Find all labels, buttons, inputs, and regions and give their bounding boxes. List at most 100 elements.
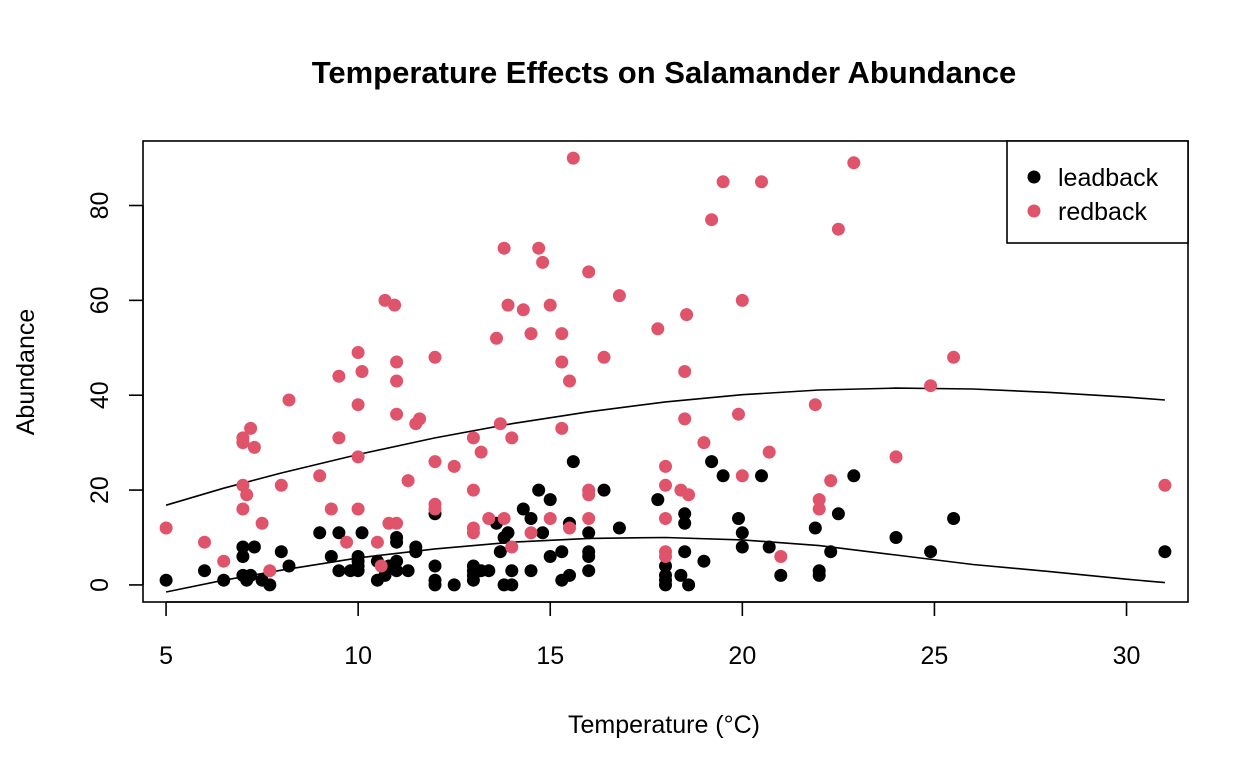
point-redback bbox=[524, 526, 538, 540]
point-leadback bbox=[947, 512, 961, 525]
point-leadback bbox=[582, 526, 596, 540]
point-redback bbox=[466, 483, 480, 497]
point-leadback bbox=[543, 550, 557, 563]
point-leadback bbox=[505, 564, 519, 578]
point-redback bbox=[659, 512, 672, 525]
point-leadback bbox=[555, 545, 569, 559]
fit-curve-redback bbox=[165, 387, 1165, 506]
point-redback bbox=[597, 350, 611, 364]
x-axis-label: Temperature (°C) bbox=[568, 711, 760, 739]
point-redback bbox=[244, 421, 258, 435]
point-leadback bbox=[735, 526, 749, 540]
point-leadback bbox=[390, 564, 404, 578]
x-tick-label: 25 bbox=[921, 642, 949, 670]
point-redback bbox=[247, 440, 261, 454]
point-redback bbox=[678, 365, 692, 378]
point-redback bbox=[282, 393, 296, 407]
point-leadback bbox=[847, 469, 861, 483]
point-redback bbox=[651, 322, 665, 336]
point-leadback bbox=[659, 568, 672, 582]
point-redback bbox=[735, 469, 749, 483]
point-leadback bbox=[390, 554, 404, 568]
fit-curve-leadback bbox=[165, 536, 1165, 593]
point-redback bbox=[516, 303, 530, 317]
point-redback bbox=[374, 559, 388, 573]
point-leadback bbox=[532, 483, 546, 497]
point-redback bbox=[428, 455, 442, 469]
point-redback bbox=[501, 298, 515, 312]
y-tick-label: 0 bbox=[86, 578, 114, 592]
point-redback bbox=[351, 502, 365, 516]
point-redback bbox=[762, 445, 776, 459]
point-redback bbox=[612, 289, 626, 303]
point-redback bbox=[413, 412, 427, 426]
point-redback bbox=[774, 550, 788, 563]
point-redback bbox=[351, 346, 365, 359]
point-leadback bbox=[678, 507, 692, 521]
point-leadback bbox=[543, 493, 557, 507]
point-leadback bbox=[482, 564, 496, 578]
point-leadback bbox=[612, 521, 626, 535]
point-leadback bbox=[247, 540, 261, 554]
point-redback bbox=[159, 521, 173, 535]
point-redback bbox=[482, 512, 496, 525]
point-leadback bbox=[236, 550, 250, 563]
point-leadback bbox=[516, 502, 530, 516]
point-redback bbox=[808, 398, 822, 412]
y-axis: 0 20 40 60 80 bbox=[86, 192, 144, 592]
point-redback bbox=[236, 431, 250, 445]
point-redback bbox=[555, 355, 569, 369]
point-leadback bbox=[674, 568, 688, 582]
point-leadback bbox=[597, 483, 611, 497]
point-leadback bbox=[808, 521, 822, 535]
point-leadback bbox=[428, 573, 442, 587]
point-redback bbox=[240, 488, 254, 502]
point-leadback bbox=[755, 469, 768, 483]
point-leadback bbox=[505, 578, 519, 592]
point-redback bbox=[355, 365, 369, 378]
x-tick-label: 30 bbox=[1113, 642, 1141, 670]
point-leadback bbox=[762, 540, 776, 554]
y-tick-label: 80 bbox=[86, 192, 114, 220]
point-redback bbox=[947, 350, 961, 364]
point-redback bbox=[555, 327, 569, 341]
point-redback bbox=[924, 379, 938, 393]
point-redback bbox=[428, 350, 442, 364]
legend-box bbox=[1006, 140, 1189, 244]
point-leadback bbox=[332, 564, 346, 578]
point-leadback bbox=[524, 512, 538, 525]
y-tick-label: 20 bbox=[86, 476, 114, 504]
point-redback bbox=[566, 151, 580, 165]
point-redback bbox=[555, 421, 569, 435]
point-redback bbox=[659, 545, 672, 559]
point-redback bbox=[370, 535, 384, 549]
point-leadback bbox=[351, 550, 365, 563]
y-tick-label: 40 bbox=[86, 381, 114, 409]
point-redback bbox=[582, 483, 596, 497]
point-redback bbox=[716, 175, 730, 189]
point-redback bbox=[378, 293, 392, 307]
point-redback bbox=[697, 436, 711, 450]
point-leadback bbox=[390, 531, 404, 544]
point-redback bbox=[493, 417, 507, 431]
point-leadback bbox=[244, 568, 258, 582]
point-leadback bbox=[501, 526, 515, 540]
point-leadback bbox=[924, 545, 938, 559]
point-redback bbox=[732, 407, 745, 421]
point-redback bbox=[563, 521, 576, 535]
point-redback bbox=[755, 175, 768, 189]
point-redback bbox=[705, 213, 719, 227]
point-leadback bbox=[659, 559, 672, 573]
point-redback bbox=[351, 398, 365, 412]
legend-label-leadback: leadback bbox=[1058, 164, 1159, 192]
point-leadback bbox=[263, 578, 277, 592]
point-leadback bbox=[831, 507, 845, 521]
point-redback bbox=[324, 502, 338, 516]
point-leadback bbox=[812, 564, 826, 578]
x-tick-label: 20 bbox=[728, 642, 756, 670]
data-points bbox=[159, 151, 1172, 592]
point-redback bbox=[313, 469, 327, 483]
point-redback bbox=[659, 478, 672, 492]
point-leadback bbox=[401, 564, 415, 578]
point-leadback bbox=[198, 564, 211, 578]
